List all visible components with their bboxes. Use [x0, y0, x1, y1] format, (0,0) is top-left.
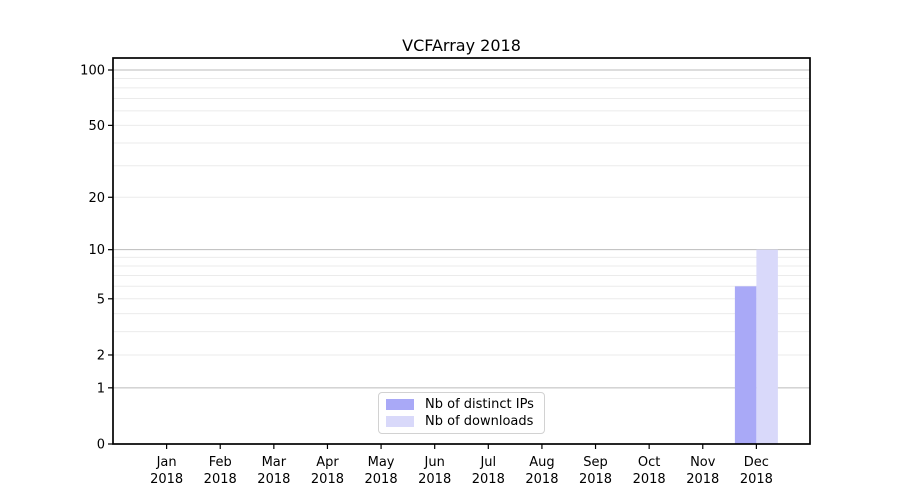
- minor-gridlines: [113, 77, 810, 356]
- y-tick-label: 5: [97, 292, 105, 307]
- x-tick-label-month: Nov: [690, 455, 716, 470]
- x-tick-label-year: 2018: [418, 472, 451, 487]
- bar-distinct-ips: [734, 286, 757, 444]
- x-tick-label-year: 2018: [633, 472, 666, 487]
- plot-border: [112, 57, 811, 445]
- x-tick-label-year: 2018: [472, 472, 505, 487]
- y-tick-label: 50: [88, 119, 105, 134]
- y-axis-ticks: 0 1 2 5 10 20 50 100: [80, 64, 113, 453]
- x-tick-label-month: Dec: [744, 455, 769, 470]
- axes-spines: [112, 57, 811, 445]
- x-tick-label-year: 2018: [579, 472, 612, 487]
- legend-label-downloads: Nb of downloads: [425, 413, 534, 429]
- x-tick-label-month: Jun: [424, 455, 445, 470]
- x-tick-label-month: Sep: [583, 455, 608, 470]
- legend: Nb of distinct IPs Nb of downloads: [378, 392, 545, 434]
- x-tick-label-month: Mar: [262, 455, 287, 470]
- major-gridlines: [113, 69, 810, 389]
- x-tick-label-year: 2018: [150, 472, 183, 487]
- x-tick-label-year: 2018: [365, 472, 398, 487]
- legend-label-distinct-ips: Nb of distinct IPs: [425, 397, 534, 413]
- x-axis-ticks: Jan 2018 Feb 2018 Mar 2018 Apr 2018 May 2018 Jun 20…: [150, 444, 773, 487]
- legend-item-distinct-ips: Nb of distinct IPs: [386, 398, 544, 411]
- x-tick-label-year: 2018: [686, 472, 719, 487]
- y-tick-label: 100: [80, 64, 105, 79]
- bars: [734, 249, 778, 444]
- x-tick-label-year: 2018: [525, 472, 558, 487]
- x-tick-label-year: 2018: [257, 472, 290, 487]
- x-tick-label-month: Jan: [156, 455, 177, 470]
- y-tick-label: 1: [97, 381, 105, 396]
- bar-downloads: [756, 249, 778, 444]
- x-tick-label-year: 2018: [204, 472, 237, 487]
- x-tick-label-year: 2018: [740, 472, 773, 487]
- x-tick-label-month: Feb: [209, 455, 232, 470]
- y-tick-label: 2: [97, 348, 105, 363]
- x-tick-label-month: May: [368, 455, 395, 470]
- x-tick-label-month: Jul: [479, 455, 496, 470]
- y-tick-label: 10: [88, 243, 105, 258]
- legend-swatch-distinct-ips: [386, 399, 414, 411]
- x-tick-label-year: 2018: [311, 472, 344, 487]
- x-tick-label-month: Aug: [529, 455, 554, 470]
- legend-item-downloads: Nb of downloads: [386, 415, 544, 428]
- x-tick-label-month: Apr: [316, 455, 339, 470]
- chart-title: VCFArray 2018: [402, 36, 521, 55]
- legend-swatch-downloads: [386, 415, 414, 427]
- y-tick-label: 20: [88, 191, 105, 206]
- y-tick-label: 0: [97, 438, 105, 453]
- x-tick-label-month: Oct: [638, 455, 660, 470]
